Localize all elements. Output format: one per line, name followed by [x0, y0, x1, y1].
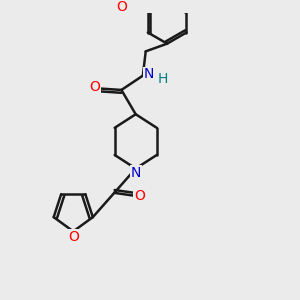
Text: N: N [143, 67, 154, 81]
Text: O: O [68, 230, 79, 244]
Text: H: H [158, 71, 168, 85]
Text: O: O [89, 80, 100, 94]
Text: O: O [116, 0, 127, 14]
Text: O: O [134, 189, 145, 203]
Text: N: N [130, 166, 141, 180]
